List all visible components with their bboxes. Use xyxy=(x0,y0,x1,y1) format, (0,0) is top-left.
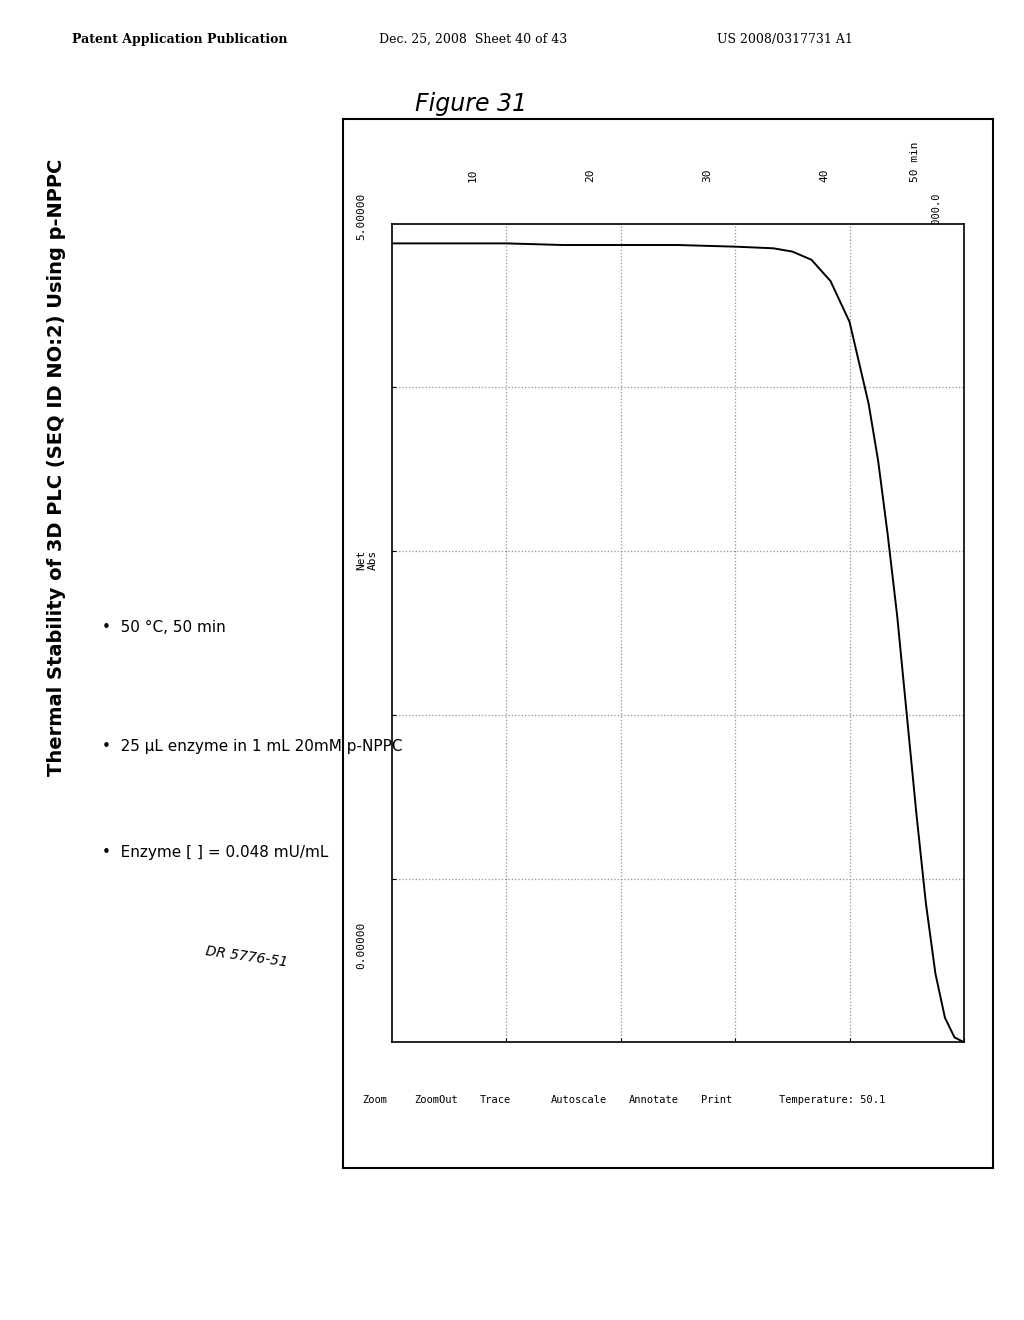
Text: Temperature: 50.1: Temperature: 50.1 xyxy=(778,1096,885,1105)
Text: Patent Application Publication: Patent Application Publication xyxy=(72,33,287,46)
Text: Print: Print xyxy=(700,1096,732,1105)
Text: Trace: Trace xyxy=(479,1096,511,1105)
Text: 30: 30 xyxy=(702,168,712,182)
Text: 5.00000: 5.00000 xyxy=(356,193,366,239)
Text: Autoscale: Autoscale xyxy=(551,1096,607,1105)
Text: Figure 31: Figure 31 xyxy=(415,92,527,116)
Text: DR 5776-51: DR 5776-51 xyxy=(205,944,289,969)
Text: ZoomOut: ZoomOut xyxy=(415,1096,459,1105)
Text: 40: 40 xyxy=(819,168,829,182)
Text: Dec. 25, 2008  Sheet 40 of 43: Dec. 25, 2008 Sheet 40 of 43 xyxy=(379,33,567,46)
Text: •  50 °C, 50 min: • 50 °C, 50 min xyxy=(102,620,226,635)
Text: 0.00000: 0.00000 xyxy=(356,921,366,969)
Text: Zoom: Zoom xyxy=(362,1096,387,1105)
Text: Annotate: Annotate xyxy=(629,1096,679,1105)
Text: 20: 20 xyxy=(585,168,595,182)
Text: Thermal Stability of 3D PLC (SEQ ID NO:2) Using p-NPPC: Thermal Stability of 3D PLC (SEQ ID NO:2… xyxy=(47,158,66,776)
Text: 10: 10 xyxy=(468,168,478,182)
Text: •  25 μL enzyme in 1 mL 20mM p-NPPC: • 25 μL enzyme in 1 mL 20mM p-NPPC xyxy=(102,739,402,754)
Text: Net
Abs: Net Abs xyxy=(356,549,378,570)
Text: 50 min: 50 min xyxy=(910,141,921,182)
Text: •  Enzyme [ ] = 0.048 mU/mL: • Enzyme [ ] = 0.048 mU/mL xyxy=(102,845,329,859)
Text: 3000.0: 3000.0 xyxy=(931,193,941,230)
Text: US 2008/0317731 A1: US 2008/0317731 A1 xyxy=(717,33,853,46)
